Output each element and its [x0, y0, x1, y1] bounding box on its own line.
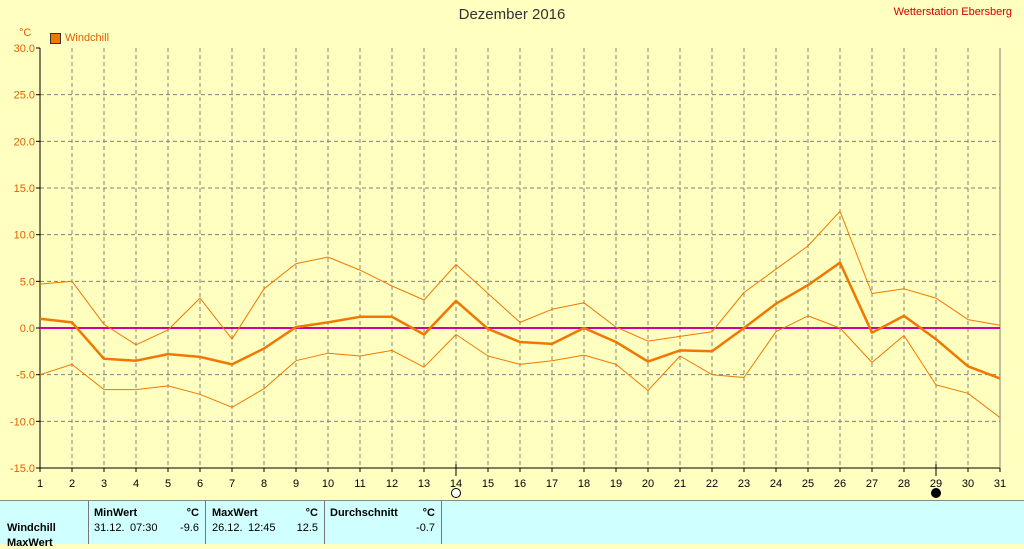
stats-avg-cell: Durchschnitt °C -0.7 — [325, 501, 442, 544]
stats-min-cell: MinWert °C 31.12. 07:30 -9.6 — [89, 501, 206, 544]
station-name: Wetterstation Ebersberg — [893, 6, 1012, 18]
x-tick-label: 8 — [261, 478, 267, 490]
max-unit: °C — [305, 507, 318, 519]
new-moon-icon — [931, 488, 941, 498]
y-tick-label: -15.0 — [10, 463, 35, 475]
x-tick-label: 29 — [930, 478, 942, 490]
min-time: 07:30 — [130, 522, 158, 534]
max-header: MaxWert — [212, 507, 258, 519]
windchill-line — [39, 261, 1001, 380]
x-tick-label: 5 — [165, 478, 171, 490]
stats-max-cell: MaxWert °C 26.12. 12:45 12.5 — [206, 501, 325, 544]
x-tick-label: 25 — [802, 478, 814, 490]
x-tick-label: 17 — [546, 478, 558, 490]
x-tick-label: 6 — [197, 478, 203, 490]
stats-row-label: Windchill — [7, 522, 56, 534]
y-tick-label: -5.0 — [16, 370, 35, 382]
y-tick-label: 15.0 — [14, 183, 35, 195]
x-tick-label: 9 — [293, 478, 299, 490]
x-tick-label: 31 — [994, 478, 1006, 490]
x-tick-label: 15 — [482, 478, 494, 490]
x-tick-label: 22 — [706, 478, 718, 490]
x-tick-label: 12 — [386, 478, 398, 490]
x-tick-label: 30 — [962, 478, 974, 490]
x-tick-label: 2 — [69, 478, 75, 490]
x-tick-label: 20 — [642, 478, 654, 490]
min-value: -9.6 — [180, 522, 199, 534]
windchill-max-line — [39, 210, 1001, 346]
max-date: 26.12. — [212, 522, 243, 534]
windchill-min-line — [39, 315, 1001, 418]
x-tick-label: 13 — [418, 478, 430, 490]
stats-table: Windchill MaxWert MinWert °C 31.12. 07:3… — [0, 500, 1024, 549]
x-tick-label: 1 — [37, 478, 43, 490]
x-tick-label: 16 — [514, 478, 526, 490]
x-tick-label: 11 — [354, 478, 365, 490]
min-unit: °C — [186, 507, 199, 519]
min-header: MinWert — [94, 507, 138, 519]
full-moon-icon — [451, 488, 461, 498]
x-tick-label: 19 — [610, 478, 622, 490]
x-tick-label: 3 — [101, 478, 107, 490]
x-tick-label: 18 — [578, 478, 590, 490]
y-tick-label: 10.0 — [14, 230, 35, 242]
legend-label: Windchill — [65, 32, 110, 44]
y-tick-label: 5.0 — [20, 276, 35, 288]
x-tick-label: 24 — [770, 478, 782, 490]
min-date: 31.12. — [94, 522, 125, 534]
y-axis-unit: °C — [19, 27, 32, 39]
avg-value: -0.7 — [416, 522, 435, 534]
x-tick-label: 28 — [898, 478, 910, 490]
x-tick-label: 14 — [450, 478, 462, 490]
y-tick-label: 0.0 — [20, 323, 35, 335]
legend: Windchill — [50, 32, 109, 44]
x-tick-label: 7 — [229, 478, 235, 490]
stats-row2-label: MaxWert — [7, 537, 53, 549]
x-tick-label: 27 — [866, 478, 878, 490]
max-time: 12:45 — [248, 522, 276, 534]
avg-header: Durchschnitt — [330, 507, 398, 519]
stats-label-cell: Windchill MaxWert — [0, 501, 89, 549]
y-tick-label: 30.0 — [14, 43, 35, 55]
y-tick-label: -10.0 — [10, 416, 35, 428]
x-tick-label: 21 — [674, 478, 686, 490]
y-tick-label: 20.0 — [14, 136, 35, 148]
x-tick-label: 10 — [322, 478, 334, 490]
max-value: 12.5 — [296, 522, 318, 534]
legend-swatch — [50, 32, 61, 44]
avg-unit: °C — [422, 507, 435, 519]
x-tick-label: 26 — [834, 478, 846, 490]
chart-title: Dezember 2016 — [458, 6, 566, 23]
x-tick-label: 23 — [738, 478, 750, 490]
chart: 1 2 3 4 5 6 7 8 9 10 11 12 13 14 15 16 17 18 19 20 21 22 23 24 2… — [10, 43, 1006, 498]
y-tick-label: 25.0 — [14, 90, 35, 102]
x-tick-label: 4 — [133, 478, 139, 490]
